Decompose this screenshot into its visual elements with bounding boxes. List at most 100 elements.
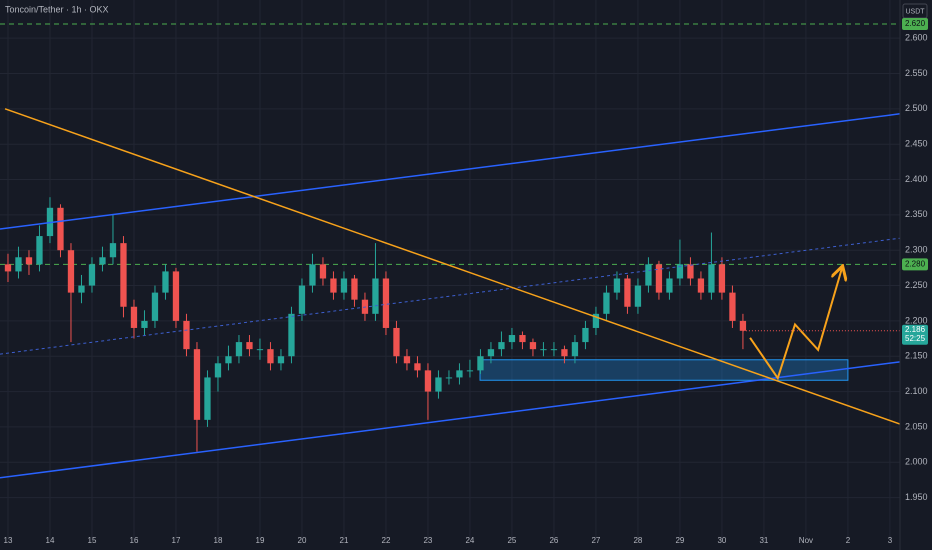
- x-tick-label: 30: [717, 536, 726, 545]
- candle-body: [498, 342, 505, 350]
- x-tick-label: 18: [214, 536, 223, 545]
- x-tick-label: Nov: [799, 536, 813, 545]
- trend-line: [0, 113, 901, 230]
- candle-body: [340, 278, 348, 293]
- x-tick-label: 25: [507, 536, 516, 545]
- x-tick-label: 27: [591, 536, 600, 545]
- candle-body: [172, 271, 180, 321]
- y-tick-label: 2.000: [905, 457, 928, 467]
- candle-body: [634, 285, 642, 307]
- candle-body: [550, 349, 558, 351]
- candle-body: [666, 278, 673, 293]
- candle-body: [508, 335, 516, 343]
- level-tag: [902, 18, 928, 31]
- candle-body: [15, 257, 22, 272]
- y-tick-label: 2.350: [905, 209, 928, 219]
- candle-body: [613, 278, 621, 293]
- y-tick-label: 2.300: [905, 245, 928, 255]
- candle-body: [57, 207, 64, 251]
- level-tag: [902, 258, 928, 271]
- countdown: 52:25: [905, 334, 926, 343]
- x-tick-label: 20: [298, 536, 307, 545]
- candle-body: [162, 271, 169, 293]
- candle-body: [435, 377, 442, 392]
- x-tick-label: 3: [888, 536, 893, 545]
- candle-body: [540, 349, 547, 351]
- x-tick-label: 2: [846, 536, 851, 545]
- candle-body: [624, 278, 631, 307]
- candle-body: [466, 370, 474, 372]
- x-tick-label: 31: [759, 536, 768, 545]
- last-price-tag: [902, 324, 928, 345]
- candle-body: [382, 278, 390, 328]
- x-tick-label: 28: [633, 536, 642, 545]
- candle-body: [277, 356, 285, 364]
- trend-line: [4, 108, 901, 425]
- trend-line: [749, 268, 842, 381]
- candle-body: [109, 243, 117, 258]
- y-tick-label: 2.550: [905, 68, 928, 78]
- trend-line: [0, 237, 901, 355]
- y-tick-label: 1.950: [905, 492, 928, 502]
- candle-body: [25, 257, 33, 265]
- y-tick-label: 2.450: [905, 139, 928, 149]
- level-label: 2.620: [905, 19, 926, 28]
- candle-body: [477, 356, 484, 371]
- candle-body: [529, 342, 537, 350]
- x-tick-label: 14: [46, 536, 55, 545]
- x-tick-label: 29: [675, 536, 684, 545]
- candle-body: [319, 264, 327, 279]
- y-tick-label: 2.050: [905, 421, 928, 431]
- candle-body: [267, 349, 274, 364]
- candle-body: [687, 264, 694, 279]
- candle-body: [697, 278, 705, 293]
- currency: USDT: [905, 8, 925, 15]
- candle-body: [193, 349, 201, 420]
- candle-body: [592, 313, 600, 328]
- y-tick-label: 2.250: [905, 280, 928, 290]
- candle-body: [330, 278, 337, 293]
- candle-body: [183, 320, 190, 350]
- candle-body: [445, 377, 453, 379]
- x-tick-label: 21: [340, 536, 349, 545]
- candle-body: [519, 335, 526, 343]
- candle-body: [288, 313, 295, 357]
- candle-body: [393, 327, 400, 357]
- candle-body: [78, 285, 85, 293]
- candle-body: [718, 264, 726, 293]
- candle-body: [88, 264, 96, 286]
- candle-body: [351, 278, 358, 300]
- candle-body: [424, 370, 432, 392]
- candle-body: [120, 243, 127, 307]
- candle-body: [309, 264, 316, 286]
- x-tick-label: 22: [382, 536, 391, 545]
- candle-body: [67, 250, 75, 293]
- x-tick-label: 17: [172, 536, 181, 545]
- candle-body: [708, 264, 715, 293]
- candle-body: [372, 278, 379, 314]
- trend-line: [0, 361, 901, 479]
- candle-body: [151, 292, 159, 321]
- candle-body: [99, 257, 106, 265]
- candle-body: [141, 320, 148, 328]
- grid: [0, 0, 900, 540]
- y-tick-label: 2.200: [905, 315, 928, 325]
- axes: 1.950 2.000 2.050 2.100 2.150 2.200 2.250 2.300…: [4, 18, 928, 545]
- candle-body: [204, 377, 211, 420]
- candle-body: [36, 236, 43, 265]
- candle-body: [235, 342, 243, 357]
- candle-body: [4, 264, 12, 272]
- level-label: 2.280: [905, 259, 926, 268]
- candle-body: [729, 292, 736, 321]
- candle-body: [676, 264, 684, 279]
- candle-body: [487, 349, 495, 357]
- candle-body: [456, 370, 463, 378]
- candle-body: [403, 356, 411, 364]
- candle-body: [130, 306, 138, 328]
- x-tick-label: 15: [88, 536, 97, 545]
- candle-body: [561, 349, 568, 357]
- candle-body: [246, 342, 253, 350]
- currency-box: [902, 3, 928, 19]
- x-tick-label: 26: [549, 536, 558, 545]
